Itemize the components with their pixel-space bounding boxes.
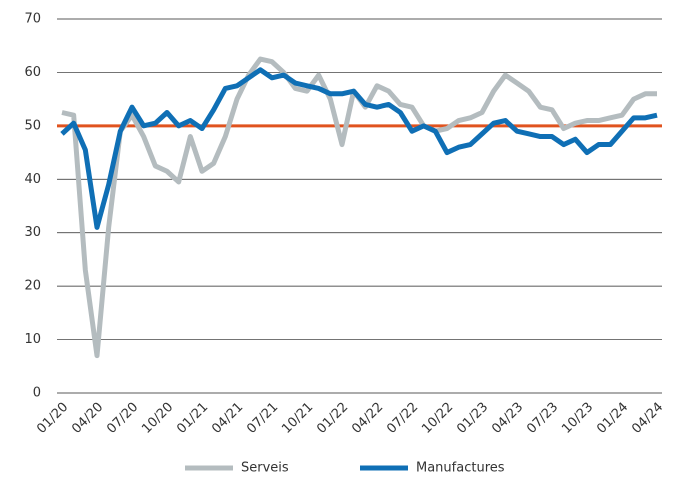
y-tick-label: 60 [24, 65, 41, 80]
x-tick-label: 07/20 [104, 400, 141, 437]
legend-label: Manufactures [416, 461, 505, 476]
x-tick-label: 01/24 [594, 400, 631, 437]
x-tick-label: 01/21 [174, 400, 211, 437]
series-line [61, 56, 657, 359]
x-tick-label: 10/22 [419, 400, 456, 437]
legend-label: Serveis [241, 461, 289, 476]
y-tick-label: 50 [24, 118, 41, 133]
series-line [60, 67, 658, 230]
x-tick-label: 07/23 [524, 400, 561, 437]
y-tick-label: 30 [24, 225, 41, 240]
x-tick-label: 04/24 [629, 400, 666, 437]
y-tick-label: 0 [33, 386, 41, 401]
x-tick-label: 01/23 [454, 400, 491, 437]
y-tick-label: 70 [24, 12, 41, 27]
x-tick-label: 07/21 [244, 400, 281, 437]
y-tick-label: 20 [24, 279, 41, 294]
x-tick-label: 01/22 [314, 400, 351, 437]
y-tick-label: 10 [24, 332, 41, 347]
x-tick-label: 07/22 [384, 400, 421, 437]
x-tick-label: 04/21 [209, 400, 246, 437]
x-tick-label: 10/20 [139, 400, 176, 437]
x-tick-label: 04/22 [349, 400, 386, 437]
x-tick-label: 10/23 [559, 400, 596, 437]
x-tick-label: 01/20 [34, 400, 71, 437]
x-tick-label: 10/21 [279, 400, 316, 437]
x-tick-label: 04/20 [69, 400, 106, 437]
y-tick-label: 40 [24, 172, 41, 187]
x-tick-label: 04/23 [489, 400, 526, 437]
